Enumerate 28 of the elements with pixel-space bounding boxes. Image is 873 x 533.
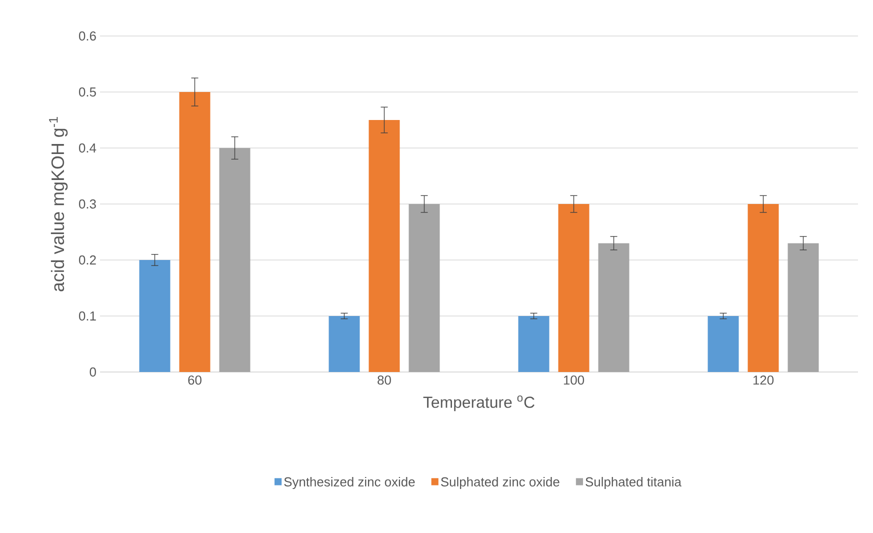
bar bbox=[708, 316, 739, 372]
y-tick-label: 0.6 bbox=[78, 31, 96, 41]
bar bbox=[598, 243, 630, 372]
bar bbox=[219, 148, 250, 372]
bar bbox=[788, 243, 819, 372]
bar bbox=[139, 260, 170, 372]
bar bbox=[368, 120, 400, 372]
bar bbox=[328, 316, 360, 372]
legend-label: Sulphated zinc oxide bbox=[441, 476, 560, 490]
y-tick-label: 0.2 bbox=[78, 255, 96, 265]
x-tick-label: 120 bbox=[753, 376, 774, 385]
y-axis-title: acid value mgKOH g$^{-1}$ bbox=[49, 117, 68, 292]
bar bbox=[748, 204, 779, 372]
x-tick-label: 60 bbox=[188, 376, 202, 385]
x-tick-label: 100 bbox=[564, 376, 584, 385]
legend-label: Sulphated titania bbox=[586, 476, 682, 490]
y-tick-label: 0.4 bbox=[78, 143, 96, 153]
y-tick-label: 0 bbox=[90, 367, 96, 377]
x-axis-title: Temperature $^{o}$C bbox=[423, 396, 534, 412]
y-tick-label: 0.3 bbox=[78, 199, 96, 209]
legend-label: Synthesized zinc oxide bbox=[284, 476, 415, 490]
bar bbox=[518, 316, 550, 372]
y-tick-label: 0.1 bbox=[78, 311, 96, 321]
bar bbox=[179, 92, 210, 372]
bar bbox=[558, 204, 590, 372]
bar bbox=[408, 204, 440, 372]
y-tick-label: 0.5 bbox=[78, 87, 96, 97]
x-tick-label: 80 bbox=[378, 376, 391, 385]
